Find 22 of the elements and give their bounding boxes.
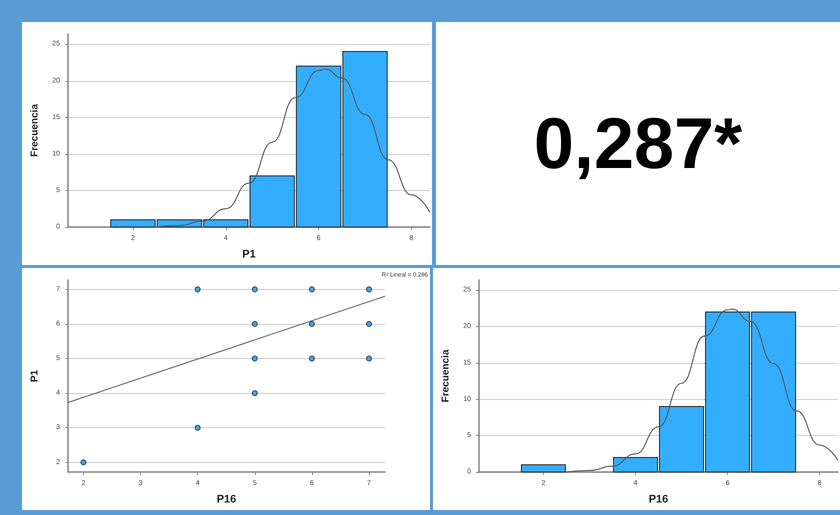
line-series (566, 308, 838, 472)
y-axis-title: P1 (30, 369, 40, 382)
point (366, 356, 372, 362)
text: 0,287* (436, 22, 840, 265)
point (252, 390, 258, 396)
point (366, 286, 372, 292)
point (194, 286, 201, 292)
point (252, 286, 258, 292)
point (252, 320, 258, 327)
line-series (156, 68, 430, 228)
point (366, 320, 372, 327)
point (308, 320, 315, 327)
point (308, 286, 315, 292)
x-axis-title: P1 (242, 248, 256, 260)
point (80, 459, 86, 466)
x-axis-title: P16 (648, 494, 668, 506)
y-axis-title: Frecuencia (30, 104, 40, 157)
point (252, 356, 258, 362)
x-axis-title: P16 (216, 494, 236, 506)
point (194, 424, 201, 431)
point (308, 356, 315, 362)
y-axis-title: Frecuencia (440, 349, 452, 402)
